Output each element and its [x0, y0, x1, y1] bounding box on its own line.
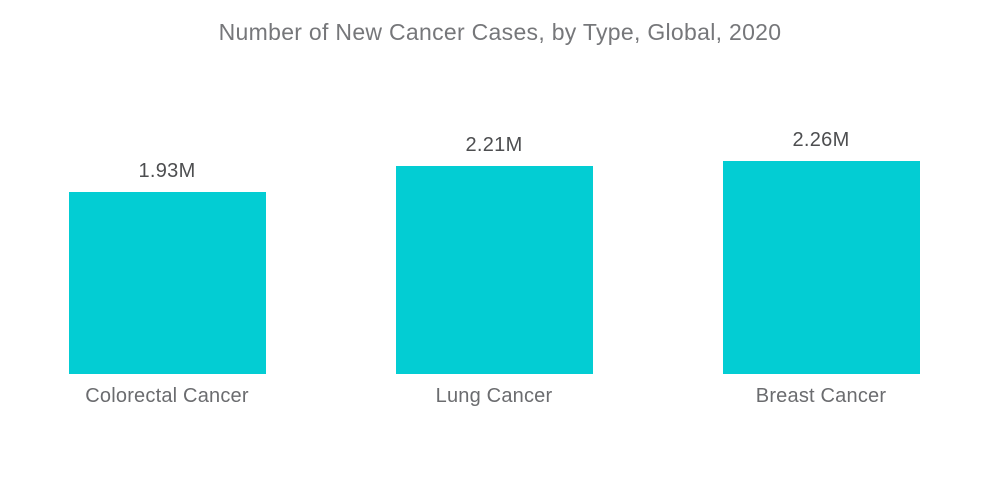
bar-lung-cancer: [395, 166, 593, 374]
bar-colorectal-cancer: [68, 192, 266, 374]
category-label: Lung Cancer: [435, 385, 553, 407]
bar-value-label: 2.26M: [792, 129, 850, 151]
category-label: Colorectal Cancer: [85, 385, 249, 407]
category-label: Breast Cancer: [755, 385, 887, 407]
bar-column-colorectal-cancer: 1.93M Colorectal Cancer: [68, 160, 266, 407]
bars-row: 1.93M Colorectal Cancer 2.21M Lung Cancer 2.…: [68, 129, 920, 407]
bar-column-breast-cancer: 2.26M Breast Cancer: [722, 129, 920, 407]
chart-title: Number of New Cancer Cases, by Type, Glo…: [218, 19, 782, 45]
bar-value-label: 2.21M: [465, 134, 523, 156]
bar-breast-cancer: [722, 161, 920, 374]
bar-value-label: 1.93M: [138, 160, 196, 182]
bar-column-lung-cancer: 2.21M Lung Cancer: [395, 134, 593, 407]
